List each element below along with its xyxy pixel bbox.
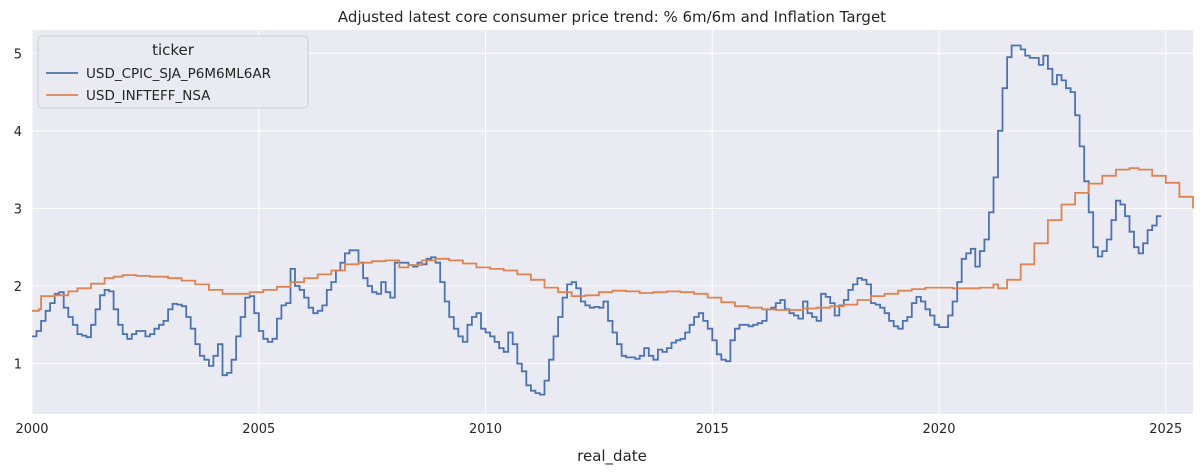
legend-label-series-2: USD_INFTEFF_NSA bbox=[86, 88, 211, 104]
legend-label-series-1: USD_CPIC_SJA_P6M6ML6AR bbox=[86, 66, 271, 82]
y-tick-label: 5 bbox=[14, 47, 22, 62]
series-lines bbox=[32, 44, 1194, 396]
x-axis-ticks: 2000 2005 2010 2015 2020 2025 bbox=[15, 422, 1182, 437]
legend: ticker USD_CPIC_SJA_P6M6ML6AR USD_INFTEF… bbox=[37, 35, 309, 109]
chart-title: Adjusted latest core consumer price tren… bbox=[338, 8, 886, 26]
x-tick-label: 2015 bbox=[696, 422, 729, 437]
y-tick-label: 2 bbox=[14, 280, 22, 295]
y-tick-label: 1 bbox=[14, 358, 22, 373]
y-tick-label: 4 bbox=[14, 125, 22, 140]
x-tick-label: 2005 bbox=[242, 422, 275, 437]
legend-box bbox=[37, 35, 309, 109]
series-line-2 bbox=[32, 167, 1194, 312]
x-axis-label: real_date bbox=[577, 447, 647, 466]
x-tick-label: 2000 bbox=[15, 422, 48, 437]
legend-title: ticker bbox=[152, 41, 195, 59]
x-tick-label: 2020 bbox=[922, 422, 955, 437]
y-axis-ticks: 1 2 3 4 5 bbox=[14, 47, 22, 372]
x-tick-label: 2010 bbox=[469, 422, 502, 437]
y-tick-label: 3 bbox=[14, 202, 22, 217]
series-line-1 bbox=[32, 44, 1162, 396]
x-tick-label: 2025 bbox=[1149, 422, 1182, 437]
